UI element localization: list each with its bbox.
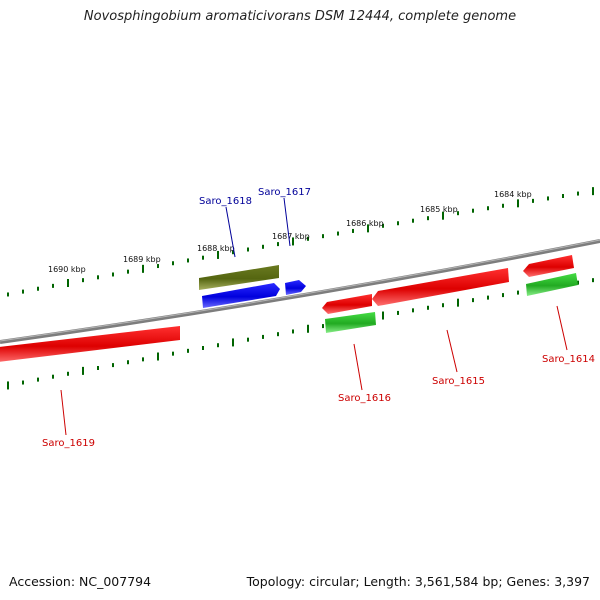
gene-saro-1618-arrow[interactable] — [202, 283, 280, 308]
gene-label-saro-1617[interactable]: Saro_1617 — [258, 187, 311, 198]
genome-backbone-highlight — [0, 239, 600, 342]
gene-saro-1616-rna[interactable] — [325, 312, 376, 333]
accession-text: Accession: NC_007794 — [9, 574, 152, 589]
gene-saro-1615-arrow[interactable] — [372, 268, 509, 306]
ruler-outer — [7, 187, 594, 297]
ruler-label: 1689 kbp — [123, 255, 161, 264]
leader-line-saro-1619 — [60, 389, 67, 436]
ruler-label: 1685 kbp — [420, 205, 458, 214]
gene-saro-1614-rna[interactable] — [526, 273, 578, 296]
genome-backbone — [0, 239, 600, 344]
leader-line-saro-1614 — [556, 305, 568, 351]
gene-saro-1616-arrow[interactable] — [322, 294, 372, 314]
gene-label-saro-1614[interactable]: Saro_1614 — [542, 354, 595, 365]
gene-label-saro-1616[interactable]: Saro_1616 — [338, 393, 391, 404]
ruler-label: 1686 kbp — [346, 219, 384, 228]
gene-saro-1614-arrow[interactable] — [523, 255, 574, 277]
ruler-label: 1690 kbp — [48, 265, 86, 274]
leader-line-saro-1618 — [225, 206, 236, 258]
gene-saro-1619-arrow[interactable] — [0, 326, 180, 363]
gene-label-saro-1615[interactable]: Saro_1615 — [432, 376, 485, 387]
genome-summary-text: Topology: circular; Length: 3,561,584 bp… — [246, 574, 590, 589]
map-title: Novosphingobium aromaticivorans DSM 1244… — [83, 9, 517, 24]
leader-line-saro-1615 — [446, 329, 458, 373]
ruler-label: 1684 kbp — [494, 190, 532, 199]
gene-saro-1617-arrow[interactable] — [285, 280, 306, 295]
gene-label-saro-1619[interactable]: Saro_1619 — [42, 438, 95, 449]
gene-saro-1618-rna[interactable] — [199, 265, 279, 290]
ruler-label: 1688 kbp — [197, 244, 235, 253]
leader-line-saro-1616 — [353, 343, 363, 391]
leader-line-saro-1617 — [283, 197, 291, 247]
ruler-inner — [7, 278, 594, 390]
ruler-label: 1687 kbp — [272, 232, 310, 241]
gene-label-saro-1618[interactable]: Saro_1618 — [199, 196, 252, 207]
